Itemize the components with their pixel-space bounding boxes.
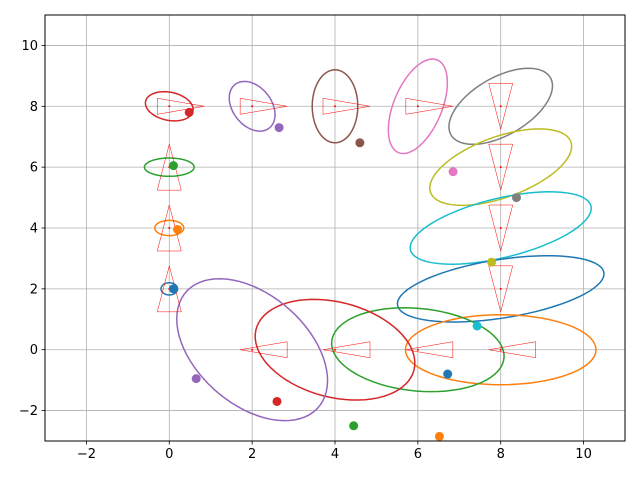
marker-center-dot (168, 227, 171, 229)
plot-area (143, 58, 605, 441)
y-axis-tick-labels: −2 0 2 4 6 8 10 (19, 39, 38, 419)
triangle-marker (322, 341, 371, 359)
marker-center-dot (416, 105, 419, 108)
x-tick-label: 4 (331, 447, 339, 462)
data-point (191, 374, 201, 384)
ellipse (396, 254, 605, 323)
triangle-marker (488, 341, 536, 359)
triangle-marker (240, 341, 288, 359)
triangle-marker (157, 97, 205, 115)
data-point (349, 421, 359, 431)
data-point (487, 257, 497, 267)
x-tick-label: 2 (248, 447, 256, 462)
data-point (443, 369, 453, 379)
ellipse (175, 278, 329, 422)
ellipse (254, 298, 416, 401)
ellipse (330, 307, 505, 393)
y-tick-label: 10 (21, 39, 38, 54)
y-tick-label: 4 (30, 222, 38, 237)
marker-center-dot (251, 105, 254, 108)
marker-center-dot (499, 105, 502, 108)
x-tick-label: 0 (165, 447, 173, 462)
marker-center-dot (168, 105, 171, 108)
triangle-marker (488, 265, 514, 313)
ellipse-series (143, 58, 605, 422)
ellipse (448, 67, 554, 146)
axis-ticks (41, 45, 584, 445)
x-tick-label: 6 (414, 447, 422, 462)
y-tick-label: 2 (30, 282, 38, 297)
data-point (184, 107, 194, 117)
ellipse (429, 128, 573, 207)
data-point (355, 138, 365, 148)
point-series (168, 107, 521, 441)
x-tick-label: −2 (77, 447, 96, 462)
triangle-marker (488, 83, 514, 131)
ellipse (143, 157, 195, 178)
triangle-marker (322, 97, 371, 115)
triangle-marker (239, 97, 288, 115)
data-point (434, 431, 444, 441)
triangle-marker (405, 97, 453, 115)
marker-center-dot (416, 348, 419, 351)
ellipse (144, 90, 194, 122)
ellipse (228, 80, 276, 132)
data-point (272, 396, 282, 406)
triangle-marker (488, 204, 514, 252)
data-point (168, 284, 178, 294)
marker-center-dot (499, 348, 502, 351)
data-point (274, 123, 284, 133)
marker-center-dot (334, 105, 336, 108)
marker-center-dot (251, 348, 254, 351)
x-axis-tick-labels: −2 0 2 4 6 8 10 (77, 447, 592, 462)
data-point (448, 167, 458, 177)
ellipse (154, 219, 185, 237)
marker-center-dot (499, 227, 502, 229)
triangle-marker (488, 143, 514, 192)
y-tick-label: 6 (30, 161, 38, 176)
data-point (173, 225, 183, 235)
y-tick-label: 0 (30, 343, 38, 358)
y-tick-label: −2 (19, 404, 38, 419)
y-tick-label: 8 (30, 100, 38, 115)
ellipse (409, 191, 592, 265)
ellipse (160, 282, 179, 296)
marker-center-dot (499, 287, 502, 290)
data-point (472, 321, 482, 331)
ellipse (404, 313, 597, 386)
marker-center-dot (499, 166, 502, 169)
triangle-marker-series (156, 83, 536, 359)
x-tick-label: 10 (575, 447, 592, 462)
data-point (168, 161, 178, 171)
grid (45, 15, 625, 441)
marker-center-dot (334, 348, 336, 351)
ellipse (387, 58, 449, 155)
ellipse (311, 69, 359, 144)
x-tick-label: 8 (497, 447, 505, 462)
triangle-marker (405, 341, 454, 359)
data-point (511, 193, 521, 203)
